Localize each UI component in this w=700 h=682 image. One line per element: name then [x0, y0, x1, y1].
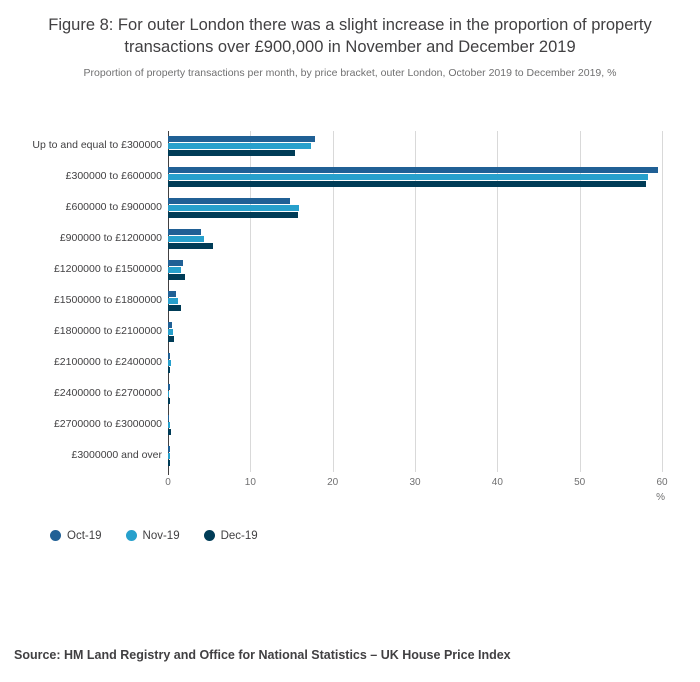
gridline: [415, 130, 416, 472]
figure-subtitle: Proportion of property transactions per …: [83, 66, 617, 79]
category-label: £900000 to £1200000: [59, 232, 162, 245]
category-label: Up to and equal to £300000: [32, 139, 162, 152]
bar-oct-19: [168, 446, 170, 453]
gridline: [332, 130, 334, 472]
bar-oct-19: [168, 260, 183, 267]
bar-oct-19: [168, 415, 169, 422]
bar-cluster: [168, 322, 662, 343]
bar-cluster: [168, 415, 662, 436]
x-tick-label: 50: [574, 476, 586, 488]
bar-group: £2100000 to £2400000: [14, 348, 686, 379]
bar-dec-19: [168, 398, 170, 405]
bar-dec-19: [168, 460, 170, 467]
category-label: £2400000 to £2700000: [53, 387, 162, 400]
legend: Oct-19 Nov-19 Dec-19: [50, 530, 686, 542]
bar-dec-19: [168, 429, 172, 436]
bar-cluster: [168, 384, 662, 405]
bar-dec-19: [168, 243, 214, 250]
bar-dec-19: [168, 274, 186, 281]
bar-group: £600000 to £900000: [14, 193, 686, 224]
bar-group: £300000 to £600000: [14, 162, 686, 193]
bar-group: £2700000 to £3000000: [14, 410, 686, 441]
bar-cluster: [168, 136, 662, 157]
bar-nov-19: [168, 298, 178, 305]
category-label: £1500000 to £1800000: [53, 294, 162, 307]
bar-oct-19: [168, 167, 658, 174]
bar-group: Up to and equal to £300000: [14, 131, 686, 162]
chart-rows: Up to and equal to £300000 £300000 to £60…: [14, 131, 686, 472]
figure-title: Figure 8: For outer London there was a s…: [48, 16, 652, 57]
bar-oct-19: [168, 353, 171, 360]
x-tick-label: 60: [656, 476, 668, 488]
legend-item-dec-19: Dec-19: [203, 529, 258, 542]
gridline: [579, 130, 581, 472]
category-label: £1200000 to £1500000: [53, 263, 162, 276]
bar-oct-19: [168, 136, 316, 143]
bar-cluster: [168, 446, 662, 467]
legend-label: Nov-19: [142, 529, 180, 542]
x-tick-label: 30: [409, 476, 421, 488]
bar-nov-19: [168, 391, 169, 398]
category-label: £1800000 to £2100000: [53, 325, 162, 338]
chart: Up to and equal to £300000 £300000 to £60…: [14, 130, 686, 506]
bar-oct-19: [168, 229, 201, 236]
legend-dot: [203, 530, 215, 542]
bar-group: £1800000 to £2100000: [14, 317, 686, 348]
bar-cluster: [168, 229, 662, 250]
bar-group: £1500000 to £1800000: [14, 286, 686, 317]
bar-nov-19: [168, 360, 172, 367]
legend-label: Oct-19: [67, 529, 102, 542]
bar-nov-19: [168, 236, 205, 243]
bar-cluster: [168, 167, 662, 188]
bar-nov-19: [168, 205, 299, 212]
bar-dec-19: [168, 150, 295, 157]
gridline: [662, 130, 663, 472]
gridline: [250, 130, 252, 472]
bar-oct-19: [168, 291, 177, 298]
bar-nov-19: [168, 174, 648, 181]
bar-cluster: [168, 198, 662, 219]
bar-dec-19: [168, 181, 647, 188]
chart-body: Up to and equal to £300000 £300000 to £60…: [14, 130, 686, 475]
bar-cluster: [168, 291, 662, 312]
x-axis: % 0 10 20 30 40 50 60: [165, 472, 667, 506]
bar-cluster: [168, 260, 662, 281]
legend-label: Dec-19: [220, 529, 258, 542]
gridline: [497, 130, 499, 472]
bar-dec-19: [168, 305, 182, 312]
bar-nov-19: [168, 143, 312, 150]
category-label: £300000 to £600000: [65, 170, 162, 183]
legend-item-oct-19: Oct-19: [50, 530, 102, 542]
bar-group: £2400000 to £2700000: [14, 379, 686, 410]
bar-nov-19: [168, 422, 170, 429]
category-label: £3000000 and over: [71, 449, 163, 462]
x-tick-label: 0: [165, 476, 171, 488]
legend-dot: [125, 530, 137, 542]
bar-group: £3000000 and over: [14, 441, 686, 472]
category-label: £2700000 to £3000000: [53, 418, 162, 431]
bar-oct-19: [168, 384, 170, 391]
x-tick-label: 40: [491, 476, 503, 488]
bar-group: £1200000 to £1500000: [14, 255, 686, 286]
bar-dec-19: [168, 336, 174, 343]
legend-dot: [50, 530, 61, 542]
x-tick-label: 20: [327, 476, 339, 488]
bar-oct-19: [168, 322, 173, 329]
category-label: £600000 to £900000: [65, 201, 162, 214]
x-tick-label: 10: [244, 476, 256, 488]
category-label: £2100000 to £2400000: [53, 356, 162, 369]
x-axis-unit-label: %: [656, 491, 665, 503]
bar-cluster: [168, 353, 662, 374]
bar-nov-19: [168, 267, 182, 274]
bar-dec-19: [168, 212, 299, 219]
bar-nov-19: [168, 453, 171, 460]
bar-dec-19: [168, 367, 171, 374]
bar-oct-19: [168, 198, 290, 205]
source-note: Source: HM Land Registry and Office for …: [14, 648, 511, 662]
bar-group: £900000 to £1200000: [14, 224, 686, 255]
legend-item-nov-19: Nov-19: [125, 529, 180, 542]
bar-nov-19: [168, 329, 173, 336]
